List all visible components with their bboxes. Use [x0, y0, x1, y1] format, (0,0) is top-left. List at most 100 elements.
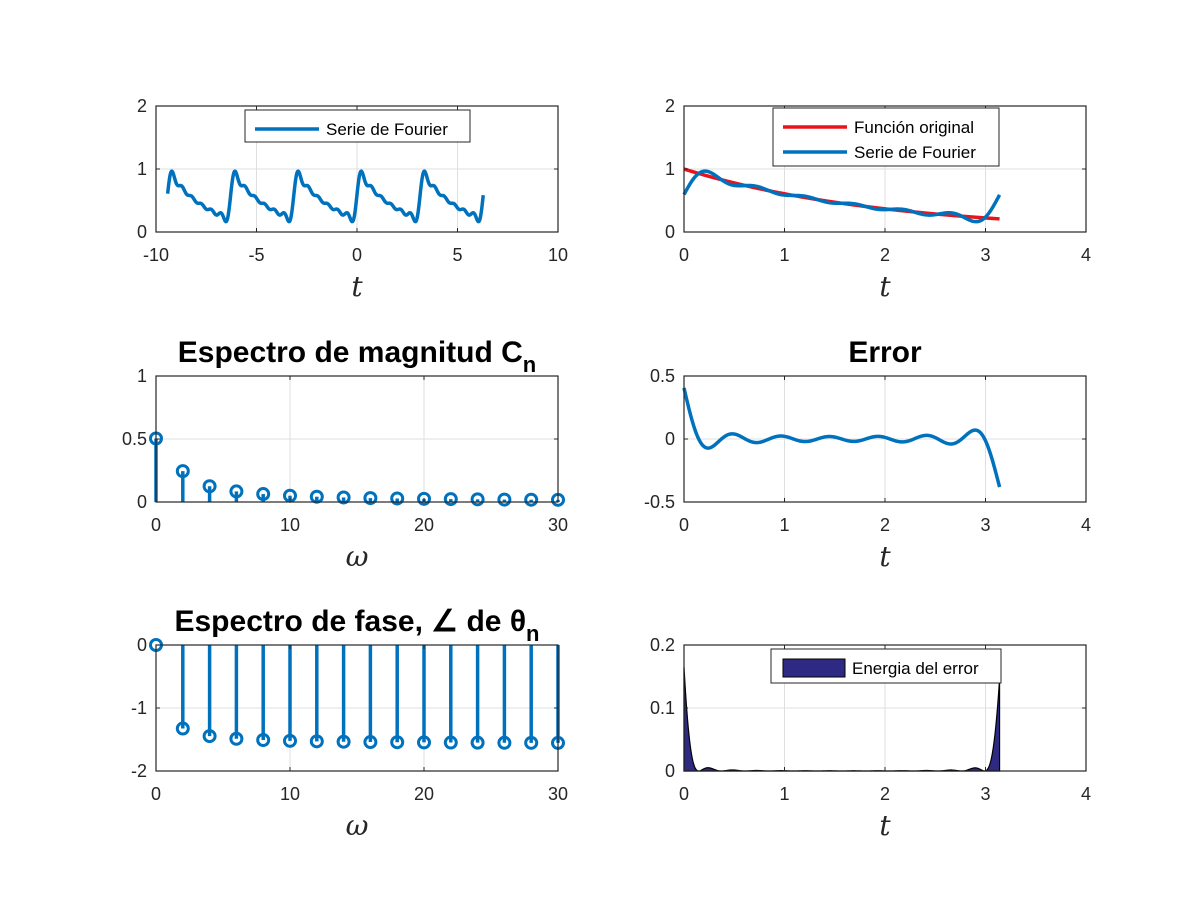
- ax3-ytick-label-0: 0: [137, 492, 147, 512]
- ax4-xtick-label-4: 4: [1081, 515, 1091, 535]
- ax4-title: Error: [848, 336, 922, 369]
- ax3-title-subscript: n: [523, 352, 536, 377]
- ax5-xtick-label-3: 30: [548, 784, 568, 804]
- ax4-xtick-label-3: 3: [980, 515, 990, 535]
- ax1-xtick-label-3: 5: [452, 245, 462, 265]
- ax6-ytick-label-1: 0.1: [650, 698, 675, 718]
- ax2-xtick-label-0: 0: [679, 245, 689, 265]
- ax1-xtick-label-1: -5: [248, 245, 264, 265]
- ax2-legend-box: [772, 107, 1000, 167]
- ax5-xtick-label-1: 10: [280, 784, 300, 804]
- ax1-series-fourier: [165, 169, 485, 224]
- ax6-ytick-label-2: 0.2: [650, 635, 675, 655]
- ax3-title-text: Espectro de magnitud C: [178, 336, 523, 369]
- ax1-ytick-label-1: 1: [137, 159, 147, 179]
- ax2-xtick-label-2: 2: [880, 245, 890, 265]
- ax3-ytick-label-2: 1: [137, 366, 147, 386]
- ax5-stem-marker-5: [283, 733, 297, 748]
- ax6-axes: 0 1 2 3 4 0 0.1 0.2 t Energia del error: [650, 635, 1091, 842]
- ax4-xtick-label-2: 2: [880, 515, 890, 535]
- ax5-xtick-label-0: 0: [151, 784, 161, 804]
- ax5-stem-marker-4: [256, 733, 271, 748]
- ax2-ytick-label-0: 0: [665, 222, 675, 242]
- ax3-stem-marker-9: [390, 491, 405, 506]
- ax5-stem-marker-12: [470, 735, 485, 750]
- ax5-stem-marker-14: [524, 735, 539, 750]
- ax5-xtick-label-2: 20: [414, 784, 434, 804]
- ax5-stem-marker-1: [175, 721, 190, 736]
- ax1-ytick-label-2: 2: [137, 96, 147, 116]
- ax5-stem-marker-6: [309, 734, 324, 749]
- ax2-axes: 0 1 2 3 4 0 1 2 t Función original Serie de Fourie…: [665, 96, 1091, 303]
- ax5-ytick-label-2: 0: [137, 635, 147, 655]
- ax5-ytick-label-1: -1: [131, 698, 147, 718]
- ax4-xtick-label-1: 1: [779, 515, 789, 535]
- ax1-xtick-label-0: -10: [143, 245, 169, 265]
- ax4-ytick-label-2: 0.5: [650, 366, 675, 386]
- ax3-stem-marker-4: [256, 487, 271, 502]
- ax4-ytick-label-0: -0.5: [644, 492, 675, 512]
- ax3-xtick-label-0: 0: [151, 515, 161, 535]
- ax4-ytick-label-1: 0: [665, 429, 675, 449]
- ax1-xlabel: t: [351, 270, 363, 303]
- ax6-legend: Energia del error: [770, 648, 1002, 684]
- ax5-stem-marker-8: [363, 735, 378, 750]
- ax4-title-text: Error: [848, 336, 922, 369]
- ax3-stem-marker-1: [175, 464, 190, 479]
- ax3-xtick-label-3: 30: [548, 515, 568, 535]
- ax5-xlabel: ω: [346, 809, 369, 842]
- ax3-axes: 0 10 20 30 0 0.5 1 ω Espectro de magnitud Cn: [122, 336, 568, 573]
- ax3-ytick-label-1: 0.5: [122, 429, 147, 449]
- ax2-series-fourier: [682, 169, 1002, 224]
- ax5-stem-marker-9: [390, 735, 405, 750]
- ax3-stem-marker-7: [336, 490, 351, 505]
- ax5-stem-marker-11: [443, 735, 458, 750]
- ax5-ytick-label-0: -2: [131, 761, 147, 781]
- ax2-legend: Función original Serie de Fourier: [772, 107, 1000, 167]
- ax3-stem-marker-12: [470, 492, 485, 507]
- ax6-ytick-label-0: 0: [665, 761, 675, 781]
- ax6-legend-label-0: Energia del error: [852, 659, 979, 678]
- ax3-stem-marker-10: [417, 491, 431, 506]
- ax2-xtick-label-3: 3: [980, 245, 990, 265]
- ax2-xtick-label-1: 1: [779, 245, 789, 265]
- ax6-xtick-label-1: 1: [779, 784, 789, 804]
- ax4-xlabel: t: [879, 540, 891, 573]
- ax5-stem-marker-3: [229, 731, 244, 746]
- ax6-xlabel: t: [879, 809, 891, 842]
- ax5-stem-marker-13: [497, 735, 512, 750]
- ax6-legend-swatch-0: [782, 658, 846, 678]
- ax3-xlabel: ω: [346, 540, 369, 573]
- ax3-title: Espectro de magnitud Cn: [178, 336, 537, 377]
- ax4-xtick-label-0: 0: [679, 515, 689, 535]
- ax1-axes: -10 -5 0 5 10 0 1 2 t Serie de Fourier: [137, 96, 568, 303]
- ax1-legend-box: [244, 109, 471, 143]
- ax3-stem-marker-2: [202, 479, 217, 494]
- ax2-legend-label-1: Serie de Fourier: [854, 143, 976, 162]
- ax3-stem-marker-13: [497, 492, 512, 507]
- ax1-ytick-label-0: 0: [137, 222, 147, 242]
- ax2-xtick-label-4: 4: [1081, 245, 1091, 265]
- ax6-xtick-label-0: 0: [679, 784, 689, 804]
- ax2-ytick-label-1: 1: [665, 159, 675, 179]
- ax5-stem-marker-10: [417, 735, 431, 750]
- ax5-stem-marker-7: [336, 734, 351, 749]
- ax3-stem-marker-14: [524, 492, 539, 507]
- ax2-xlabel: t: [879, 270, 891, 303]
- ax1-xtick-label-2: 0: [352, 245, 362, 265]
- ax6-xtick-label-3: 3: [980, 784, 990, 804]
- ax6-xtick-label-4: 4: [1081, 784, 1091, 804]
- ax3-stem-marker-8: [363, 491, 378, 506]
- ax3-xtick-label-2: 20: [414, 515, 434, 535]
- ax5-title-subscript: n: [526, 621, 539, 646]
- ax1-legend-label-0: Serie de Fourier: [326, 120, 448, 139]
- ax2-legend-label-0: Función original: [854, 118, 974, 137]
- ax1-legend: Serie de Fourier: [244, 109, 471, 143]
- ax5-title: Espectro de fase, ∠ de θn: [174, 605, 539, 646]
- ax3-stem-marker-3: [229, 484, 244, 499]
- ax4-series-error: [682, 387, 1002, 488]
- ax5-stem-marker-2: [202, 729, 217, 744]
